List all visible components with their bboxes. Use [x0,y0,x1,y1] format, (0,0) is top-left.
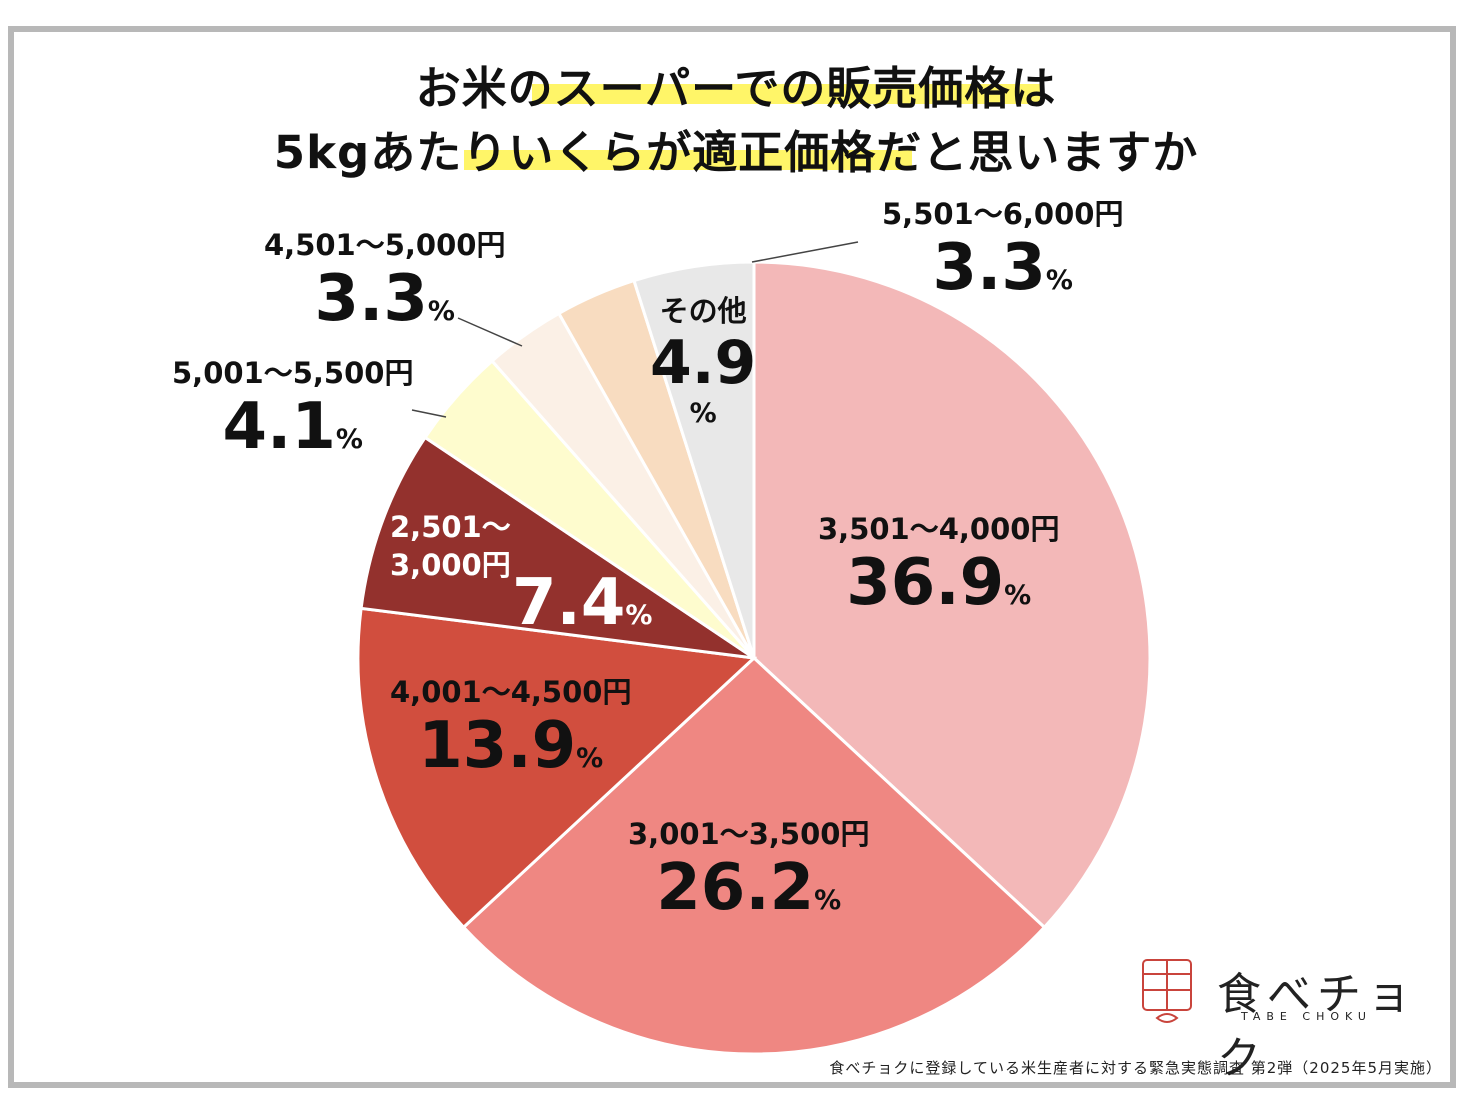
label-2501-3000-value: 7.4% [512,566,653,640]
label-3501-4000: 3,501〜4,000円 36.9% [818,512,1060,620]
pie-slice-3 [359,435,755,660]
label-4501-5000: 4,501〜5,000円 3.3% [264,228,506,336]
chart-title-line1: お米のスーパーでの販売価格は [415,62,1057,115]
logo-text: 食べチョク [1217,969,1417,1084]
footer-source-note: 食べチョクに登録している米生産者に対する緊急実態調査 第2弾（2025年5月実施… [829,1059,1442,1077]
leader-line-5501-6000 [751,241,859,263]
label-3001-3500: 3,001〜3,500円 26.2% [628,817,870,925]
leader-line-4501-5000 [457,317,523,347]
logo-emblem-icon [1142,959,1192,1023]
label-2501-3000: 2,501〜 3,000円 [390,510,511,582]
label-4001-4500: 4,001〜4,500円 13.9% [390,675,632,783]
pie-slice-2 [356,606,758,930]
leader-line-5001-5500 [411,409,447,418]
title-highlight-1 [532,84,1040,104]
pie-slice-0 [752,260,1152,930]
label-5001-5500: 5,001〜5,500円 4.1% [172,356,414,464]
title-highlight-2 [464,150,912,170]
label-other: その他 4.9 % [650,294,757,429]
label-5501-6000: 5,501〜6,000円 3.3% [882,197,1124,305]
pie-slice-1 [461,655,1047,1056]
chart-title-line2: 5kgあたりいくらが適正価格だと思いますか [273,126,1199,179]
logo-subtext: TABE CHOKU [1241,1010,1372,1023]
tabechoku-logo: 食べチョク TABE CHOKU [1137,952,1417,1084]
